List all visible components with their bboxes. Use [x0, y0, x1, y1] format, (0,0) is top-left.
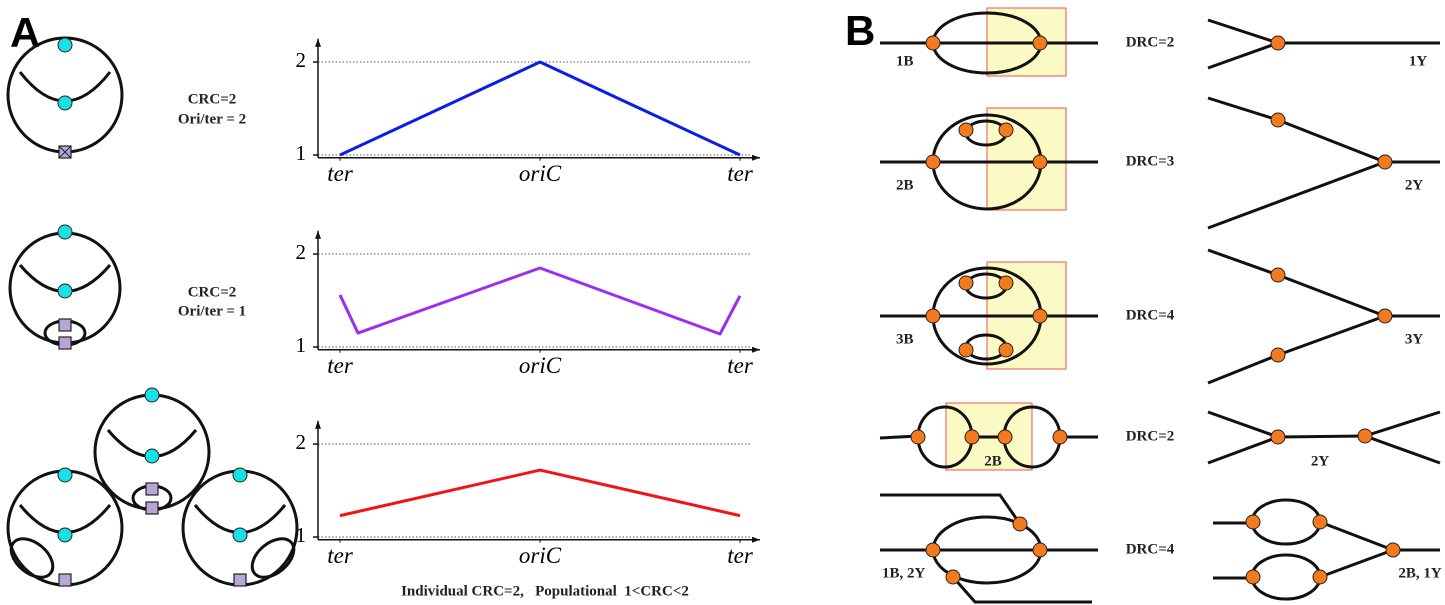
drc-label: DRC=3	[1126, 153, 1175, 169]
strand-label: 2B	[896, 177, 914, 193]
x-tick-label: oriC	[519, 353, 562, 378]
drc-label: DRC=4	[1126, 307, 1175, 323]
data-line	[339, 468, 741, 518]
data-line	[339, 60, 741, 157]
axis	[317, 38, 760, 159]
axis-arrow	[315, 420, 760, 543]
y-tick-label: 2	[296, 430, 307, 454]
ori-ter-note: Ori/ter = 1	[178, 303, 246, 319]
drc-label: DRC=4	[1126, 541, 1175, 557]
strand-label: 1B	[896, 53, 914, 69]
x-tick-label: ter	[727, 353, 754, 378]
x-tick-label: ter	[727, 161, 754, 186]
strand-label: 2B, 1Y	[1398, 565, 1442, 581]
replication-diagrams	[879, 7, 1441, 604]
chromosome-diagrams	[6, 36, 299, 587]
y-tick-label: 2	[296, 48, 307, 72]
strand-label: 1Y	[1409, 53, 1428, 69]
drc-label: DRC=2	[1126, 428, 1175, 444]
axis	[317, 420, 760, 541]
strand-label: 1B, 2Y	[882, 565, 926, 581]
strand-label: 2Y	[1311, 453, 1330, 469]
panel-label: B	[845, 7, 875, 54]
x-tick-label: oriC	[519, 161, 562, 186]
strand-label: 2Y	[1405, 177, 1424, 193]
x-tick-label: ter	[727, 543, 754, 568]
strand-label: 3Y	[1405, 331, 1424, 347]
y-tick-label: 1	[296, 141, 307, 165]
axis-arrow	[315, 38, 760, 161]
panel-label: A	[10, 9, 40, 56]
y-tick-label: 1	[296, 523, 307, 547]
x-tick-label: oriC	[519, 543, 562, 568]
chart-caption: Individual CRC=2, Populational 1<CRC<2	[401, 583, 689, 599]
drc-label: DRC=2	[1126, 34, 1175, 50]
axis-arrow	[315, 230, 760, 353]
x-tick-label: ter	[327, 543, 354, 568]
x-tick-label: ter	[327, 353, 354, 378]
x-tick-label: ter	[327, 161, 354, 186]
strand-label: 3B	[896, 331, 914, 347]
y-tick-label: 2	[296, 240, 307, 264]
strand-label: 2B	[984, 453, 1002, 469]
crc-note: CRC=2	[188, 91, 237, 107]
axis	[317, 230, 760, 351]
y-tick-label: 1	[296, 333, 307, 357]
crc-note: CRC=2	[188, 284, 237, 300]
data-line	[338, 266, 742, 336]
ori-ter-note: Ori/ter = 2	[178, 111, 246, 127]
